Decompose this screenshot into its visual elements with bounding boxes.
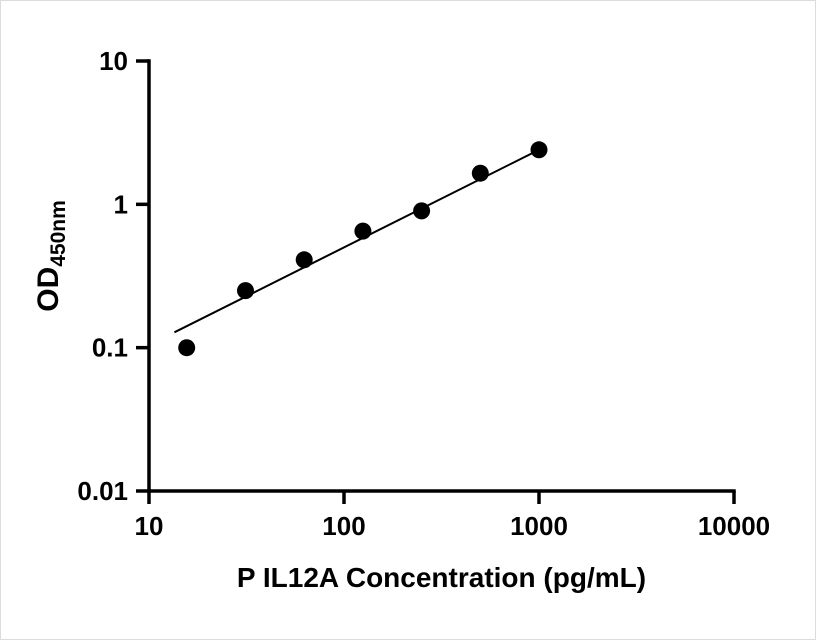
data-point [178,339,196,357]
y-tick-label: 0.01 [77,476,128,506]
tick-marks [136,59,736,504]
x-tick-label: 10000 [698,511,770,541]
x-tick-label: 100 [322,511,365,541]
y-axis-title: OD450nm [32,200,70,312]
data-point [530,141,548,159]
x-tick-label: 1000 [510,511,568,541]
y-tick-label: 1 [114,189,128,219]
y-tick-label: 10 [99,46,128,76]
data-point [471,164,489,182]
y-axis-title-subscript: 450nm [47,200,70,267]
series-layer [173,141,548,357]
data-point [237,282,254,300]
x-tick-label: 10 [135,511,164,541]
y-axis-title-main: OD [32,267,65,312]
standard-curve-points [178,141,548,357]
y-tick-label: 0.1 [92,333,128,363]
data-point [413,202,431,220]
x-axis-title: P IL12A Concentration (pg/mL) [237,562,646,593]
data-point [354,222,372,240]
data-point [295,251,313,269]
tick-labels: 10 100 1000 10000 0.01 0.1 1 10 [77,46,770,541]
axes [147,59,736,493]
